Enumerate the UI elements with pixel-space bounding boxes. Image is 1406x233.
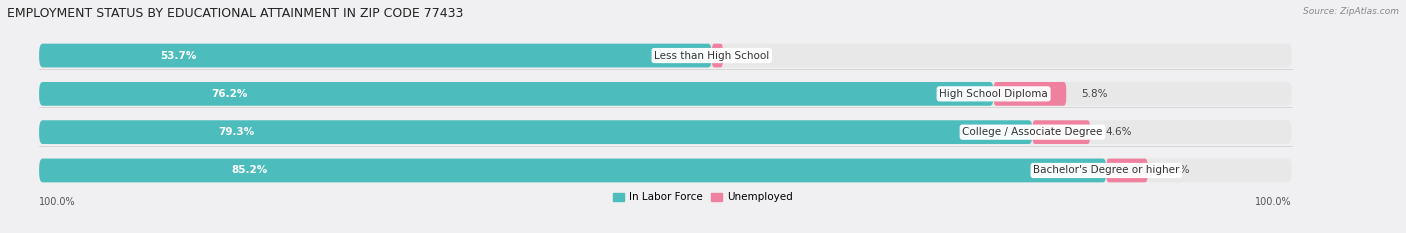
Text: Less than High School: Less than High School xyxy=(654,51,769,61)
Text: 53.7%: 53.7% xyxy=(160,51,197,61)
FancyBboxPatch shape xyxy=(39,82,994,106)
FancyBboxPatch shape xyxy=(39,120,1032,144)
Text: 3.3%: 3.3% xyxy=(1163,165,1189,175)
Text: Bachelor's Degree or higher: Bachelor's Degree or higher xyxy=(1033,165,1180,175)
Legend: In Labor Force, Unemployed: In Labor Force, Unemployed xyxy=(609,188,797,206)
FancyBboxPatch shape xyxy=(39,82,1292,106)
FancyBboxPatch shape xyxy=(994,82,1066,106)
Text: 5.8%: 5.8% xyxy=(1081,89,1108,99)
Text: 100.0%: 100.0% xyxy=(39,196,76,206)
Text: 79.3%: 79.3% xyxy=(218,127,254,137)
FancyBboxPatch shape xyxy=(39,159,1107,182)
Text: 85.2%: 85.2% xyxy=(231,165,267,175)
Text: 0.9%: 0.9% xyxy=(738,51,765,61)
Text: 4.6%: 4.6% xyxy=(1105,127,1132,137)
Text: 100.0%: 100.0% xyxy=(1256,196,1292,206)
FancyBboxPatch shape xyxy=(39,120,1292,144)
Text: 76.2%: 76.2% xyxy=(211,89,247,99)
FancyBboxPatch shape xyxy=(711,44,723,67)
FancyBboxPatch shape xyxy=(39,44,1292,67)
FancyBboxPatch shape xyxy=(1107,159,1147,182)
Text: EMPLOYMENT STATUS BY EDUCATIONAL ATTAINMENT IN ZIP CODE 77433: EMPLOYMENT STATUS BY EDUCATIONAL ATTAINM… xyxy=(7,7,464,20)
FancyBboxPatch shape xyxy=(1032,120,1090,144)
Text: High School Diploma: High School Diploma xyxy=(939,89,1047,99)
FancyBboxPatch shape xyxy=(39,44,711,67)
Text: Source: ZipAtlas.com: Source: ZipAtlas.com xyxy=(1303,7,1399,16)
FancyBboxPatch shape xyxy=(39,159,1292,182)
Text: College / Associate Degree: College / Associate Degree xyxy=(962,127,1102,137)
